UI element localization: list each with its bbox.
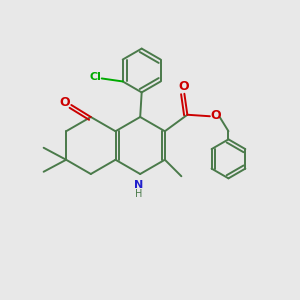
Text: Cl: Cl — [89, 72, 101, 82]
Text: N: N — [134, 180, 143, 190]
Text: O: O — [178, 80, 189, 93]
Text: H: H — [135, 189, 142, 200]
Text: O: O — [210, 109, 220, 122]
Text: O: O — [59, 96, 70, 109]
